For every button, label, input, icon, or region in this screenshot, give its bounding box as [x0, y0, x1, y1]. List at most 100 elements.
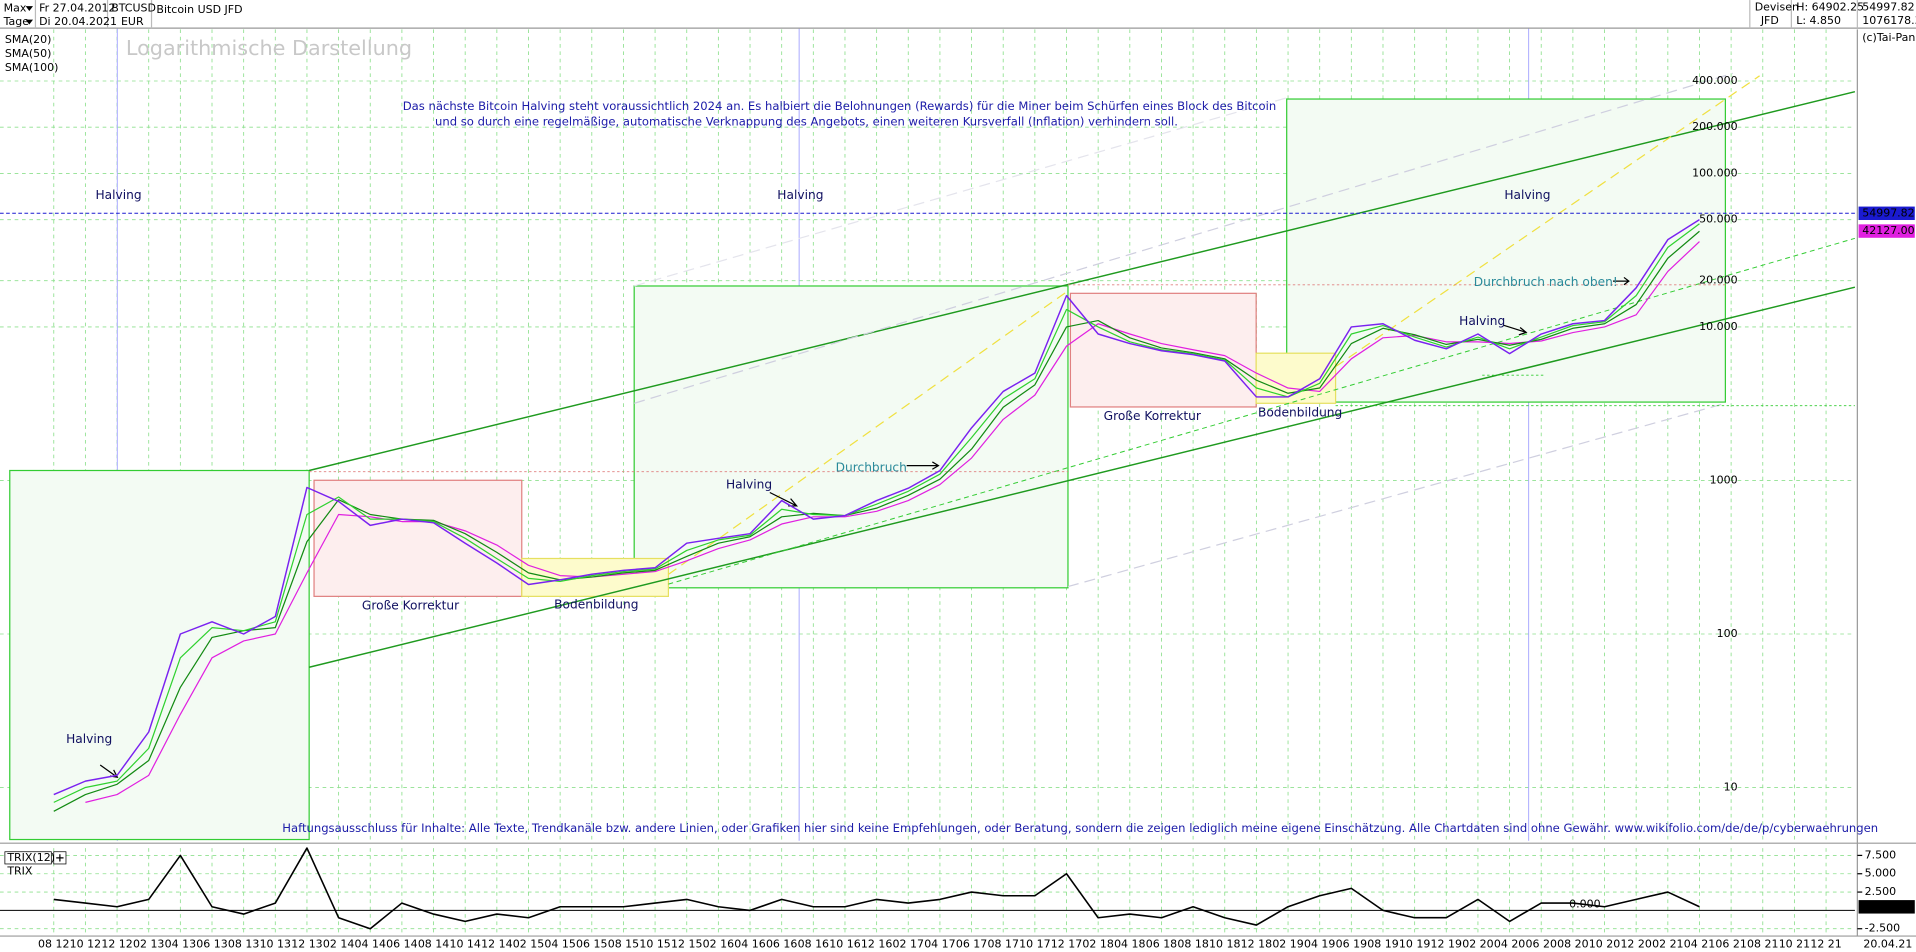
date-from: Fr 27.04.2012	[39, 2, 115, 15]
y-tick-label: 100	[1717, 627, 1738, 640]
annotation: Große Korrektur	[1104, 409, 1202, 423]
market: Devisen	[1755, 0, 1799, 13]
x-tick-label: 06 16	[766, 938, 797, 951]
x-tick-label: 04 13	[165, 938, 196, 951]
x-tick-label: 06 19	[1336, 938, 1367, 951]
x-tick-label: 08 19	[1367, 938, 1398, 951]
annotation: Haftungsausschluss für Inhalte: Alle Tex…	[282, 821, 1878, 835]
plus-icon	[56, 854, 64, 862]
annotation: Halving	[726, 478, 772, 492]
x-tick-label: 06 21	[1715, 938, 1746, 951]
correction-box	[313, 479, 523, 597]
x-tick-label: 04 21	[1684, 938, 1715, 951]
x-tick-label: 04 16	[734, 938, 765, 951]
annotation: Halving	[66, 732, 112, 746]
x-tick-label: 08 14	[418, 938, 449, 951]
period-select[interactable]: Tage	[3, 15, 30, 28]
x-tick-label: 10 12	[70, 938, 101, 951]
header-background	[0, 0, 1916, 29]
low: L: 4.850	[1796, 14, 1841, 27]
x-tick-label: 12 15	[671, 938, 702, 951]
legend-item: SMA(50)	[5, 47, 52, 60]
dropdown-arrow[interactable]	[25, 19, 33, 25]
right-axis-panel: (c)Tai-Pan	[1856, 29, 1916, 952]
x-tick-label: 10 16	[829, 938, 860, 951]
x-tick-label: 02 20	[1462, 938, 1493, 951]
price-marker	[1858, 206, 1915, 221]
indicator-box[interactable]	[4, 851, 52, 865]
y-tick-label: 50.000	[1699, 213, 1737, 226]
annotation: und so durch eine regelmäßige, automatis…	[435, 115, 1178, 129]
legend-item: SMA(20)	[5, 33, 52, 46]
y-tick-label: 200.000	[1692, 120, 1737, 133]
x-tick-label: 10 15	[639, 938, 670, 951]
arrow	[906, 461, 940, 470]
x-tick-label: 12 14	[481, 938, 512, 951]
broker: JFD	[1760, 14, 1779, 27]
arrow	[1502, 324, 1528, 336]
sma-line	[85, 241, 1700, 803]
x-tick-label: 12 18	[1241, 938, 1272, 951]
currency: EUR	[121, 15, 144, 28]
x-tick-label: 08 12	[38, 938, 69, 951]
range-select[interactable]: Max	[4, 2, 27, 15]
annotation: Bodenbildung	[554, 597, 638, 611]
value-marker-label: 0.487	[1862, 900, 1893, 913]
annotation: Durchbruch	[836, 461, 907, 475]
last: 54997.82	[1862, 0, 1914, 13]
annotation: Halving	[777, 188, 823, 202]
date-to: Di 20.04.2021	[39, 15, 117, 28]
y-tick-label: 1000	[1710, 473, 1738, 486]
annotation: Halving	[1504, 188, 1550, 202]
trend-line	[634, 97, 1287, 287]
x-tick-label: 02 21	[1652, 938, 1683, 951]
value-marker	[1858, 900, 1915, 914]
current-date: 20.04.21	[1863, 938, 1912, 951]
annotation: Große Korrektur	[362, 599, 460, 613]
phase-box	[633, 285, 1069, 589]
volume: 1076178.3	[1862, 14, 1916, 27]
x-tick-label: 12 13	[291, 938, 322, 951]
legend-item: SMA(100)	[5, 61, 59, 74]
y-tick-label: 20.000	[1699, 274, 1737, 287]
x-tick-label: 06 14	[386, 938, 417, 951]
y-tick-label: -2.500	[1865, 922, 1900, 935]
x-tick-label: 04 18	[1114, 938, 1145, 951]
trend-channel	[308, 90, 1856, 472]
annotation: Halving	[95, 188, 141, 202]
x-tick-label: 02 16	[703, 938, 734, 951]
annotation: Durchbruch nach oben!	[1474, 275, 1618, 289]
x-tick-label: 10 21	[1779, 938, 1810, 951]
y-tick-label: 2.500	[1865, 885, 1896, 898]
x-tick-label: 02 13	[133, 938, 164, 951]
x-tick-label: 12 16	[861, 938, 892, 951]
dropdown-arrow[interactable]	[25, 6, 33, 12]
y-tick-label: 100.000	[1692, 166, 1737, 179]
header-bar: Max Tage Fr 27.04.2012 Di 20.04.2021 BTC…	[0, 0, 1916, 29]
x-tick-label: 04 17	[924, 938, 955, 951]
x-tick-label: 06 17	[956, 938, 987, 951]
y-tick-label: 5.000	[1865, 867, 1896, 880]
indicator-title: TRIX(12)	[6, 851, 55, 864]
zero-label: 0.000	[1569, 897, 1600, 910]
y-tick-label: 7.500	[1865, 848, 1896, 861]
x-tick-label: 10 19	[1399, 938, 1430, 951]
y-tick-label: 10.000	[1699, 320, 1737, 333]
x-tick-label: 12 12	[101, 938, 132, 951]
x-tick-label: 12 19	[1431, 938, 1462, 951]
x-tick-label: 08 16	[798, 938, 829, 951]
x-tick-label: 04 15	[544, 938, 575, 951]
price-marker-label: 54997.82	[1862, 206, 1914, 219]
legend-item: Bitcoin USD JFD	[156, 3, 242, 16]
x-tick-label: 10 17	[1019, 938, 1050, 951]
sma-line	[53, 230, 1700, 812]
symbol: BTCUSD	[111, 2, 156, 15]
subtitle: Logarithmische Darstellung	[126, 36, 412, 60]
trix-legend: TRIX(12) TRIX	[4, 851, 67, 877]
trend-line	[634, 72, 1733, 404]
y-tick-label: 400.000	[1692, 74, 1737, 87]
price-marker	[1858, 224, 1915, 238]
phase-box	[9, 469, 310, 841]
legend-item: TRIX	[6, 864, 33, 877]
x-tick-label: 02 14	[323, 938, 354, 951]
